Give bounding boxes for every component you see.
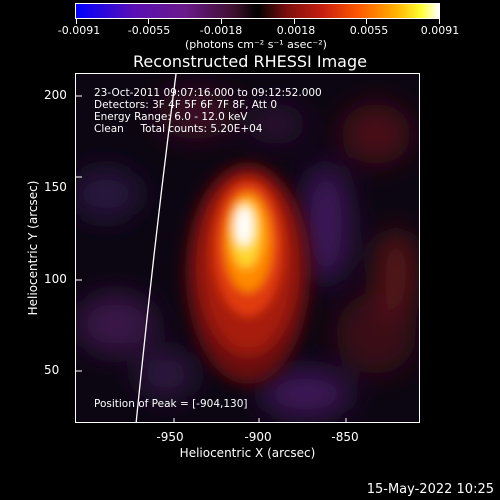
- colorbar-tick-label: -0.0055: [127, 24, 171, 37]
- y-tick-label: 100: [44, 272, 67, 286]
- info-time-range: 23-Oct-2011 09:07:16.000 to 09:12:52.000: [94, 87, 322, 99]
- colorbar: [75, 3, 440, 19]
- x-tick-label: -950: [156, 430, 184, 444]
- colorbar-tick: [439, 19, 440, 24]
- rhessi-image: [76, 74, 419, 422]
- colorbar-tick-label: 0.0055: [349, 24, 389, 37]
- y-tick-label: 200: [44, 88, 67, 102]
- colorbar-tick-label: 0.0091: [420, 24, 460, 37]
- x-tick-label: -850: [331, 430, 359, 444]
- info-detectors: Detectors: 3F 4F 5F 6F 7F 8F, Att 0: [94, 99, 278, 111]
- image-panel: 23-Oct-2011 09:07:16.000 to 09:12:52.000…: [75, 73, 420, 423]
- source-core: [213, 181, 283, 317]
- colorbar-tick: [294, 19, 295, 24]
- colorbar-units: (photons cm⁻² s⁻¹ asec⁻²): [185, 38, 327, 51]
- y-axis-label: Heliocentric Y (arcsec): [26, 180, 40, 316]
- info-method-counts: Clean Total counts: 5.20E+04: [94, 123, 263, 135]
- colorbar-tick-label: 0.0018: [276, 24, 316, 37]
- plot-timestamp: 15-May-2022 10:25: [366, 482, 494, 497]
- colorbar-tick-label: -0.0091: [57, 24, 101, 37]
- info-energy-range: Energy Range: 6.0 - 12.0 keV: [94, 111, 248, 123]
- image-title: Reconstructed RHESSI Image: [133, 52, 367, 71]
- y-tick-label: 50: [44, 363, 60, 377]
- info-peak-position: Position of Peak = [-904,130]: [94, 398, 248, 410]
- y-tick-label: 150: [44, 180, 67, 194]
- colorbar-tick-label: -0.0018: [199, 24, 243, 37]
- colorbar-tick: [221, 19, 222, 24]
- colorbar-tick: [76, 19, 77, 24]
- x-axis-label: Heliocentric X (arcsec): [179, 446, 316, 460]
- background-noise: [76, 89, 416, 419]
- colorbar-tick: [366, 19, 367, 24]
- x-tick-label: -900: [244, 430, 272, 444]
- solar-limb: [135, 74, 177, 422]
- colorbar-tick: [148, 19, 149, 24]
